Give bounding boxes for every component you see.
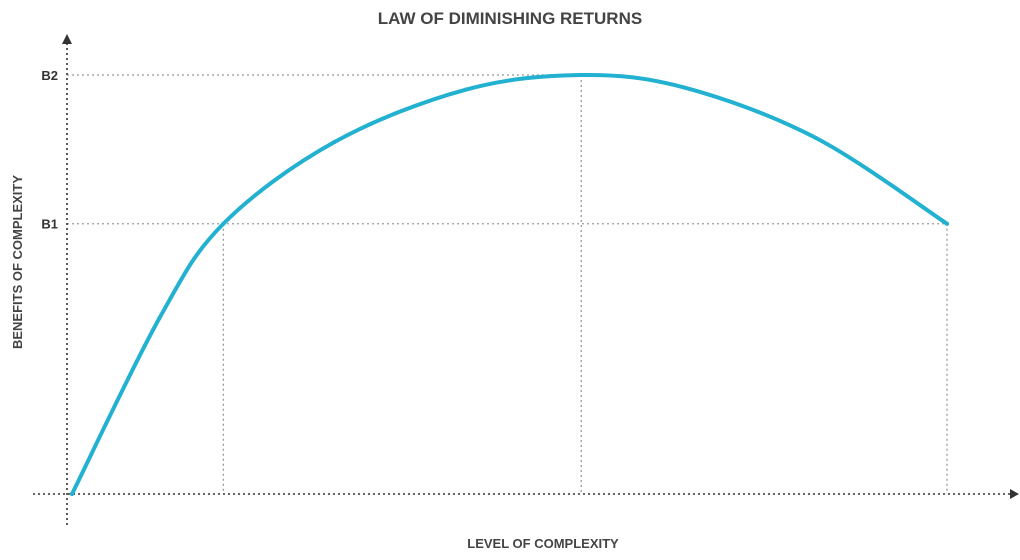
chart-title: LAW OF DIMINISHING RETURNS — [378, 9, 642, 28]
data-point — [682, 85, 687, 90]
x-axis-arrow — [1010, 489, 1019, 499]
data-point — [221, 221, 226, 226]
series-curve — [70, 72, 949, 496]
data-point — [157, 316, 162, 321]
guide-lines — [67, 74, 948, 494]
data-points — [70, 73, 949, 496]
y-axis-label: BENEFITS OF COMPLEXITY — [10, 175, 25, 349]
data-point — [70, 492, 74, 496]
data-point — [463, 87, 468, 92]
y-tick-label: B1 — [41, 217, 58, 232]
y-tick-labels: B1 B2 — [41, 68, 58, 232]
data-point — [579, 73, 584, 77]
data-point — [813, 135, 818, 140]
y-axis-arrow — [62, 34, 72, 44]
x-axis-label: LEVEL OF COMPLEXITY — [467, 536, 619, 551]
y-tick-label: B2 — [41, 68, 58, 83]
data-point — [332, 140, 337, 145]
data-point — [945, 221, 949, 226]
